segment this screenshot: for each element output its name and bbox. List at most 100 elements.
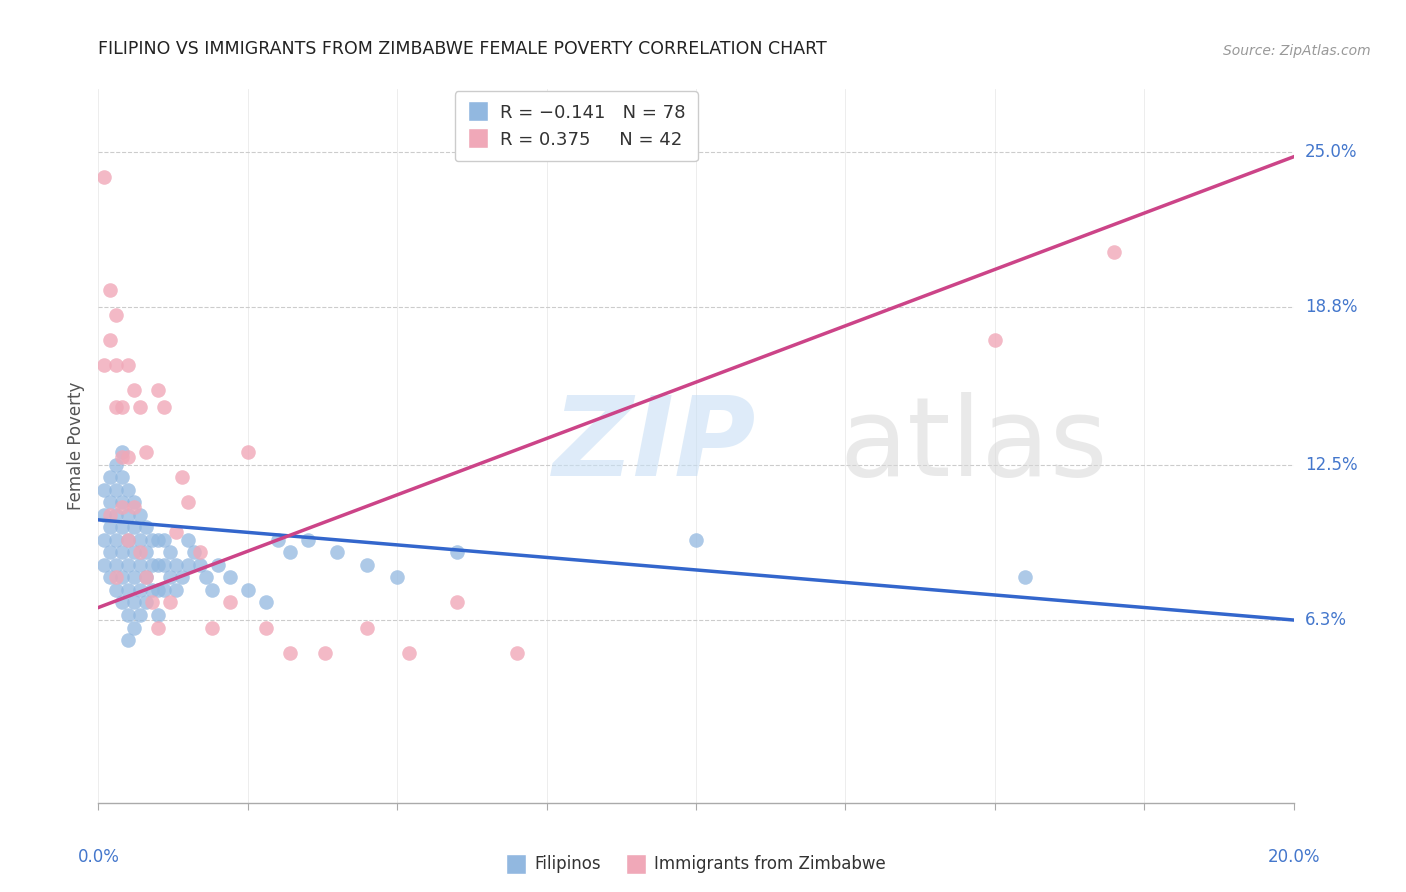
Point — [124, 383, 146, 397]
Point — [111, 520, 134, 534]
Point — [124, 520, 146, 534]
Point — [326, 545, 349, 559]
Point — [385, 570, 409, 584]
Point — [111, 570, 134, 584]
Text: Source: ZipAtlas.com: Source: ZipAtlas.com — [1223, 44, 1371, 58]
Point — [129, 545, 152, 559]
Legend: Filipinos, Immigrants from Zimbabwe: Filipinos, Immigrants from Zimbabwe — [499, 849, 893, 880]
Point — [446, 545, 468, 559]
Y-axis label: Female Poverty: Female Poverty — [66, 382, 84, 510]
Point — [111, 495, 134, 509]
Point — [111, 545, 134, 559]
Point — [506, 646, 529, 660]
Point — [446, 595, 468, 609]
Point — [124, 500, 146, 515]
Point — [153, 533, 176, 547]
Point — [983, 333, 1005, 347]
Point — [177, 533, 200, 547]
Point — [105, 582, 128, 597]
Point — [356, 621, 378, 635]
Point — [111, 470, 134, 484]
Point — [236, 445, 259, 459]
Point — [93, 169, 115, 184]
Point — [129, 607, 152, 622]
Point — [111, 595, 134, 609]
Point — [159, 570, 181, 584]
Point — [315, 646, 337, 660]
Point — [105, 483, 128, 497]
Point — [219, 595, 242, 609]
Point — [398, 646, 420, 660]
Point — [141, 558, 163, 572]
Point — [172, 570, 194, 584]
Point — [117, 558, 139, 572]
Point — [148, 621, 170, 635]
Point — [98, 545, 122, 559]
Point — [93, 358, 115, 372]
Point — [148, 607, 170, 622]
Point — [124, 545, 146, 559]
Point — [177, 495, 200, 509]
Point — [105, 308, 128, 322]
Point — [297, 533, 319, 547]
Point — [117, 508, 139, 522]
Point — [93, 483, 115, 497]
Point — [153, 582, 176, 597]
Point — [254, 621, 277, 635]
Point — [267, 533, 290, 547]
Point — [177, 558, 200, 572]
Point — [98, 283, 122, 297]
Point — [135, 570, 157, 584]
Point — [129, 533, 152, 547]
Point — [159, 545, 181, 559]
Point — [165, 525, 187, 540]
Point — [278, 545, 301, 559]
Point — [111, 445, 134, 459]
Point — [159, 595, 181, 609]
Point — [183, 545, 205, 559]
Point — [153, 400, 176, 414]
Point — [105, 358, 128, 372]
Point — [172, 470, 194, 484]
Point — [98, 470, 122, 484]
Point — [148, 582, 170, 597]
Point — [356, 558, 378, 572]
Point — [135, 545, 157, 559]
Point — [141, 533, 163, 547]
Point — [98, 520, 122, 534]
Text: 6.3%: 6.3% — [1305, 611, 1347, 629]
Text: 20.0%: 20.0% — [1267, 848, 1320, 866]
Point — [105, 533, 128, 547]
Point — [129, 400, 152, 414]
Point — [148, 558, 170, 572]
Point — [201, 621, 224, 635]
Point — [111, 500, 134, 515]
Point — [105, 558, 128, 572]
Point — [135, 520, 157, 534]
Point — [135, 595, 157, 609]
Point — [148, 383, 170, 397]
Point — [135, 445, 157, 459]
Text: 18.8%: 18.8% — [1305, 298, 1357, 316]
Point — [207, 558, 229, 572]
Point — [188, 558, 211, 572]
Point — [165, 582, 187, 597]
Point — [93, 533, 115, 547]
Text: 0.0%: 0.0% — [77, 848, 120, 866]
Point — [105, 400, 128, 414]
Point — [117, 358, 139, 372]
Text: FILIPINO VS IMMIGRANTS FROM ZIMBABWE FEMALE POVERTY CORRELATION CHART: FILIPINO VS IMMIGRANTS FROM ZIMBABWE FEM… — [98, 40, 827, 58]
Point — [141, 595, 163, 609]
Point — [105, 508, 128, 522]
Point — [117, 533, 139, 547]
Point — [135, 570, 157, 584]
Point — [124, 621, 146, 635]
Text: ZIP: ZIP — [553, 392, 756, 500]
Point — [1104, 244, 1126, 259]
Text: 25.0%: 25.0% — [1305, 143, 1357, 161]
Point — [98, 570, 122, 584]
Point — [124, 595, 146, 609]
Point — [129, 558, 152, 572]
Point — [105, 570, 128, 584]
Point — [111, 450, 134, 465]
